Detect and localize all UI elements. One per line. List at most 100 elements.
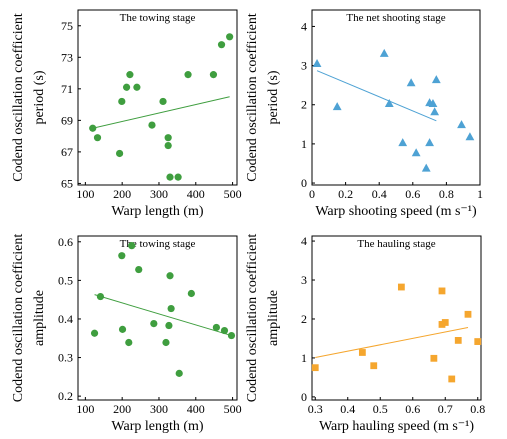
- data-point: [227, 331, 236, 340]
- data-point: [425, 138, 434, 147]
- data-point: [312, 59, 322, 68]
- x-tick-label: 0.3: [308, 402, 323, 416]
- y-tick-label: 71: [61, 82, 73, 96]
- plot-frame: [311, 9, 481, 186]
- y-tick-label: 69: [61, 113, 73, 127]
- y-tick-label: 0.6: [58, 235, 73, 249]
- x-tick-label: 0.6: [405, 187, 420, 201]
- data-point: [115, 149, 124, 158]
- data-point: [464, 310, 472, 318]
- data-point: [430, 107, 440, 116]
- x-tick-label: 500: [224, 187, 242, 201]
- x-axis-label: Warp shooting speed (m s⁻¹): [315, 204, 477, 219]
- data-point: [166, 173, 174, 181]
- data-point: [148, 121, 156, 129]
- x-tick-label: 0: [309, 187, 315, 201]
- data-point: [430, 354, 438, 362]
- chart-panel-2: The net shooting stage 0 0.2 0.4 0.6 0.8 1 0 1 2 3…: [245, 9, 483, 219]
- x-axis-label: Warp length (m): [111, 419, 204, 434]
- trend-line: [94, 294, 232, 337]
- y-tick-label: 2: [301, 98, 307, 112]
- data-point: [421, 163, 431, 172]
- y-tick-label: 3: [301, 59, 307, 73]
- data-point: [184, 71, 192, 79]
- y-axis-label: amplitude: [32, 290, 47, 346]
- y-tick-label: 4: [301, 19, 307, 33]
- x-tick-label: 300: [150, 187, 168, 201]
- x-tick-label: 0.8: [470, 402, 485, 416]
- data-point: [457, 120, 466, 129]
- y-axis-label: period (s): [266, 70, 281, 124]
- data-point: [165, 321, 173, 330]
- y-tick-label: 2: [301, 312, 307, 326]
- data-point: [212, 323, 220, 332]
- data-point: [311, 364, 319, 372]
- y-axis-label: amplitude: [266, 290, 281, 346]
- data-point: [90, 329, 99, 337]
- y-tick-label: 65: [61, 176, 73, 190]
- x-tick-label: 0.4: [372, 187, 387, 201]
- y-tick-label: 67: [61, 145, 73, 159]
- y-tick-label: 0.3: [58, 351, 73, 365]
- data-point: [118, 97, 126, 106]
- chart-title: The net shooting stage: [346, 12, 445, 24]
- data-point: [358, 349, 366, 356]
- data-point: [96, 292, 105, 301]
- trend-line: [92, 96, 230, 129]
- data-point: [465, 132, 475, 141]
- data-point: [448, 375, 456, 383]
- x-axis-label: Warp hauling speed (m s⁻¹): [319, 419, 474, 434]
- y-tick-label: 4: [301, 234, 307, 248]
- data-point: [118, 325, 127, 333]
- x-tick-label: 1: [477, 187, 483, 201]
- y-axis-label: Codend oscillation coefficient: [245, 13, 260, 182]
- y-tick-label: 0.4: [58, 312, 73, 326]
- data-point: [162, 338, 170, 347]
- y-tick-label: 0.2: [58, 389, 73, 403]
- chart-title: The hauling stage: [357, 238, 435, 250]
- y-axis-label: Codend oscillation coefficient: [245, 234, 260, 403]
- data-point: [167, 304, 175, 313]
- x-tick-label: 300: [150, 402, 168, 416]
- data-point: [150, 319, 158, 328]
- data-point: [175, 369, 183, 377]
- data-point: [370, 362, 378, 370]
- trend-line: [315, 327, 469, 359]
- data-point: [133, 83, 141, 91]
- x-tick-label: 500: [224, 402, 242, 416]
- y-axis-label: period (s): [32, 70, 47, 124]
- data-point: [441, 319, 449, 326]
- chart-panel-4: The hauling stage 0.3 0.4 0.5 0.6 0.7 0.8 0 1 2 3 4…: [245, 234, 485, 434]
- data-point: [187, 289, 195, 298]
- y-tick-label: 1: [301, 351, 307, 365]
- data-point: [428, 98, 438, 107]
- data-point: [166, 272, 174, 280]
- data-point: [122, 83, 131, 91]
- y-tick-label: 73: [61, 50, 73, 64]
- chart-panel-3: The towing stage 100 200 300 400 500 0.2 0.3 0.4…: [11, 234, 242, 434]
- data-point: [406, 78, 416, 87]
- data-point: [89, 124, 97, 132]
- y-axis-label: Codend oscillation coefficient: [11, 234, 26, 403]
- x-tick-label: 400: [187, 402, 205, 416]
- x-axis-label: Warp length (m): [111, 204, 204, 219]
- data-point: [384, 98, 394, 107]
- data-point: [126, 71, 134, 79]
- x-tick-label: 200: [113, 187, 131, 201]
- y-tick-label: 0: [301, 390, 307, 404]
- data-point: [397, 283, 405, 291]
- x-tick-label: 0.6: [405, 402, 420, 416]
- y-tick-label: 75: [61, 19, 73, 33]
- data-point: [226, 33, 234, 41]
- y-tick-label: 1: [301, 137, 307, 151]
- trend-line: [316, 70, 437, 122]
- chart-title: The towing stage: [120, 12, 196, 24]
- x-tick-label: 100: [76, 187, 94, 201]
- data-point: [93, 134, 102, 142]
- data-point: [332, 102, 342, 111]
- data-point: [454, 336, 462, 344]
- data-point: [474, 338, 482, 345]
- data-point: [125, 338, 133, 347]
- x-tick-label: 0.8: [439, 187, 454, 201]
